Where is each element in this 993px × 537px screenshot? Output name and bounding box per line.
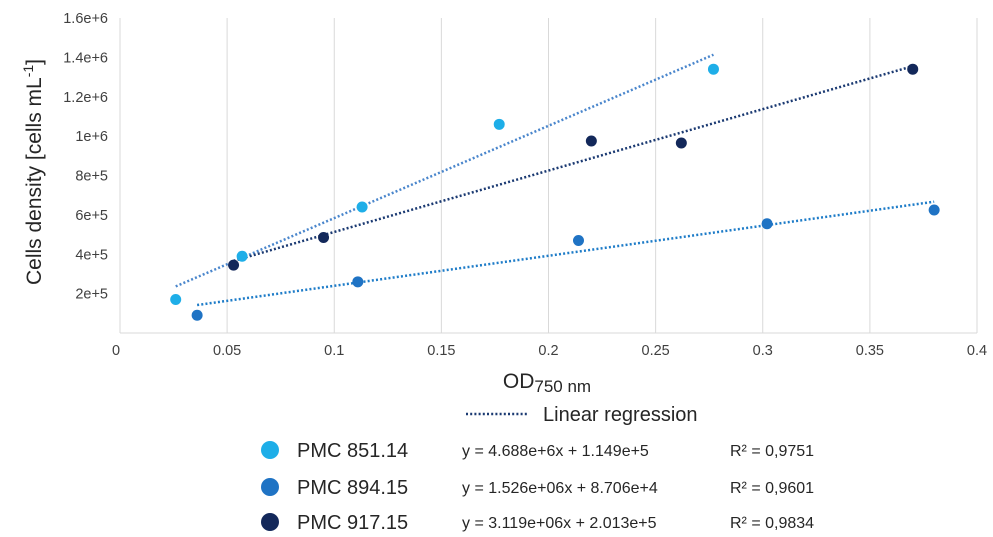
data-point <box>170 294 182 306</box>
regression-lines <box>175 53 935 307</box>
legend-marker <box>261 513 279 531</box>
data-point <box>356 201 368 213</box>
x-tick-label: 0.2 <box>538 343 558 359</box>
data-point <box>707 63 719 75</box>
y-tick-label: 1.6e+6 <box>63 11 108 27</box>
data-point <box>572 234 584 246</box>
y-tick-label: 1.2e+6 <box>63 90 108 106</box>
x-tick-label: 0.15 <box>427 343 455 359</box>
regression-line-2 <box>233 64 914 263</box>
x-tick-labels: 0 0.05 0.1 0.15 0.2 0.25 0.3 0.35 0.4 <box>112 343 987 359</box>
legend-series-name: PMC 917.15 <box>297 512 408 534</box>
x-tick-label: 0.35 <box>856 343 884 359</box>
data-point <box>585 135 597 147</box>
data-point <box>318 232 330 244</box>
legend-equation: y = 1.526e+06x + 8.706e+4 <box>462 480 658 497</box>
y-tick-label: 2e+5 <box>75 287 108 303</box>
data-point <box>907 63 919 75</box>
x-tick-label: 0.1 <box>324 343 344 359</box>
legend-equation: y = 4.688e+6x + 1.149e+5 <box>462 443 649 460</box>
legend-series-name: PMC 894.15 <box>297 477 408 499</box>
y-tick-label: 1e+6 <box>75 129 108 145</box>
x-tick-label: 0.4 <box>967 343 987 359</box>
x-tick-label: 0 <box>112 343 120 359</box>
x-tick-label: 0.3 <box>753 343 773 359</box>
y-tick-labels: 2e+5 4e+5 6e+5 8e+5 1e+6 1.2e+6 1.4e+6 1.6e+6 <box>63 11 108 303</box>
data-point <box>236 250 248 262</box>
data-point <box>761 218 773 230</box>
legend-series-name: PMC 851.14 <box>297 440 408 462</box>
legend-regression-label: Linear regression <box>543 404 698 426</box>
data-point <box>228 259 240 271</box>
data-point <box>675 137 687 149</box>
legend-marker <box>261 478 279 496</box>
x-tick-label: 0.25 <box>642 343 670 359</box>
y-axis-title: Cells density [cells mL-1] <box>20 59 46 285</box>
data-point <box>493 118 505 130</box>
grid <box>119 18 978 334</box>
legend-marker <box>261 441 279 459</box>
legend-r-squared: R² = 0,9601 <box>730 480 814 497</box>
y-tick-label: 1.4e+6 <box>63 50 108 66</box>
regression-line-0 <box>175 53 714 288</box>
y-tick-label: 4e+5 <box>75 247 108 263</box>
legend: Linear regression PMC 851.14 y = 4.688e+6… <box>261 404 814 534</box>
data-point <box>191 309 203 321</box>
legend-r-squared: R² = 0,9751 <box>730 443 814 460</box>
data-point <box>928 204 940 216</box>
data-points <box>170 63 940 321</box>
regression-line-1 <box>196 200 935 307</box>
x-tick-label: 0.05 <box>213 343 241 359</box>
data-point <box>352 276 364 288</box>
legend-r-squared: R² = 0,9834 <box>730 515 814 532</box>
x-axis-title: OD750 nm <box>503 370 591 396</box>
y-tick-label: 8e+5 <box>75 169 108 185</box>
legend-equation: y = 3.119e+06x + 2.013e+5 <box>462 515 657 532</box>
y-tick-label: 6e+5 <box>75 208 108 224</box>
